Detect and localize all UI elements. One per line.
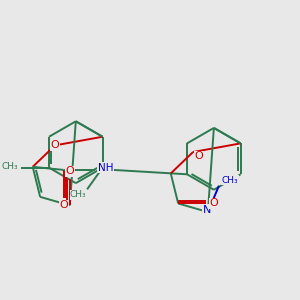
Text: O: O [59,200,68,211]
Text: O: O [51,140,59,150]
Text: O: O [65,167,74,176]
Text: O: O [209,199,218,208]
Text: NH: NH [98,163,113,173]
Text: CH₃: CH₃ [222,176,238,185]
Text: O: O [194,152,203,161]
Text: CH₃: CH₃ [2,162,19,171]
Text: CH₃: CH₃ [70,190,87,199]
Text: N: N [202,205,211,215]
